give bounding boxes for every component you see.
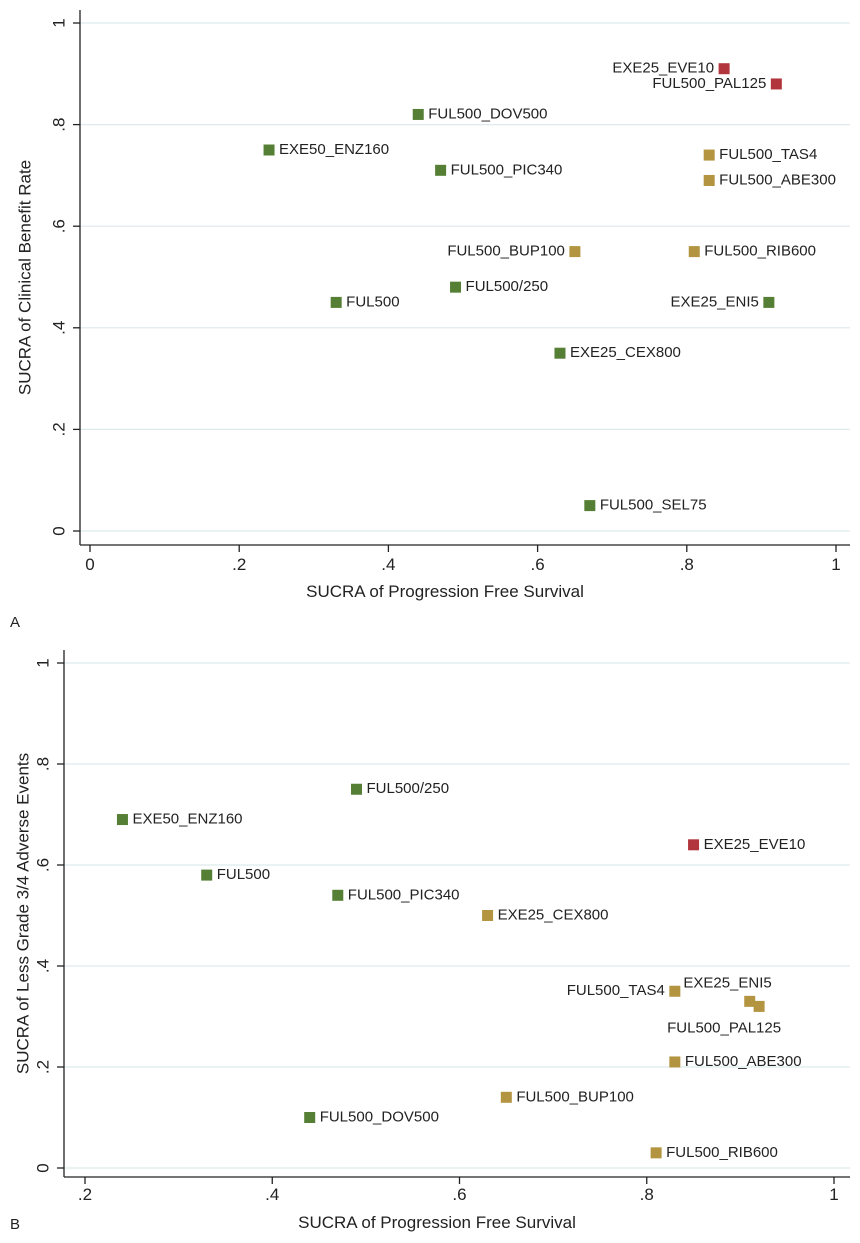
panel-a-point-label: FUL500_ABE300 <box>719 171 836 188</box>
panel-a-label: A <box>10 614 21 631</box>
panel-a-point-label: FUL500/250 <box>466 278 549 295</box>
panel-a-point-label: FUL500_BUP100 <box>447 243 565 260</box>
panel-b-point-marker <box>116 814 128 826</box>
panel-b-point-label: FUL500_BUP100 <box>516 1088 634 1105</box>
panel-b-point-label: FUL500_ABE300 <box>685 1053 802 1070</box>
panel-a-point-label: EXE50_ENZ160 <box>279 141 389 158</box>
panel-a-point-marker <box>569 246 581 258</box>
panel-b-y-tick-label: .4 <box>33 959 52 973</box>
panel-a-y-tick-label: .2 <box>49 422 68 436</box>
panel-b-point-marker <box>753 1000 765 1012</box>
panel-b-point-marker <box>482 910 494 921</box>
panel-b-label: B <box>10 1216 21 1233</box>
panel-a-point-label: FUL500_PIC340 <box>451 161 563 178</box>
panel-a-point-marker <box>703 174 715 186</box>
panel-b-y-tick-label: .2 <box>33 1060 52 1074</box>
panel-a-x-tick-label: 0 <box>85 555 94 574</box>
panel-a-point-marker <box>688 246 700 258</box>
panel-b-point-label: FUL500_PAL125 <box>667 1019 781 1036</box>
panel-b-point-label: EXE50_ENZ160 <box>132 811 242 828</box>
panel-b-point-marker <box>332 889 344 901</box>
panel-a-point-label: FUL500_RIB600 <box>704 243 816 260</box>
panel-b-x-axis-title: SUCRA of Progression Free Survival <box>298 1213 576 1232</box>
panel-a-point-marker <box>770 78 782 90</box>
panel-a-point-label: FUL500_DOV500 <box>428 105 547 122</box>
panel-a-x-tick-label: .2 <box>232 555 246 574</box>
panel-a-chart: 0 .2 .4 .6 .8 1 0 .2 .4 .6 .8 1 SUCRA of Progression… <box>15 10 850 601</box>
panel-b-point-marker <box>744 995 756 1007</box>
panel-b-y-axis-title: SUCRA of Less Grade 3/4 Adverse Events <box>13 753 32 1074</box>
panel-a-x-tick-label: .8 <box>680 555 694 574</box>
panel-b-point-marker <box>304 1112 316 1123</box>
panel-b-point-label: FUL500_PIC340 <box>348 886 460 903</box>
panel-a-y-tick-label: .8 <box>49 118 68 132</box>
panel-a-point-label: EXE25_EVE10 <box>612 60 714 77</box>
panel-b-point-label: FUL500_RIB600 <box>666 1144 778 1161</box>
panel-a-point-label: EXE25_ENI5 <box>670 293 758 310</box>
panel-b-x-tick-label: .6 <box>452 1185 466 1204</box>
panel-b-point-label: EXE25_ENI5 <box>683 974 771 991</box>
panel-a-point-marker <box>450 281 462 293</box>
panel-a-point-label: FUL500_SEL75 <box>600 497 707 514</box>
panel-b-point-marker <box>650 1147 662 1159</box>
panel-b-point-label: EXE25_CEX800 <box>498 906 609 923</box>
panel-a-point-marker <box>718 63 730 75</box>
panel-a-y-tick-label: .4 <box>49 321 68 335</box>
panel-a-x-tick-label: 1 <box>831 555 840 574</box>
panel-b-y-tick-label: .8 <box>33 757 52 771</box>
panel-a-y-tick-label: .6 <box>49 219 68 233</box>
panel-a-point-marker <box>263 144 275 156</box>
panel-b-point-label: FUL500 <box>217 866 270 883</box>
panel-b-point-label: FUL500/250 <box>367 780 450 797</box>
panel-a-point-marker <box>435 164 447 176</box>
panel-b-x-tick-label: .4 <box>265 1185 279 1204</box>
panel-b-point-label: EXE25_EVE10 <box>704 836 806 853</box>
panel-b-point-marker <box>669 1056 681 1068</box>
panel-b-point-marker <box>201 869 213 881</box>
panel-a-y-axis-title: SUCRA of Clinical Benefit Rate <box>15 160 34 395</box>
panel-a-x-tick-label: .6 <box>531 555 545 574</box>
panel-a-y-tick-label: 1 <box>49 18 68 27</box>
panel-a-point-label: FUL500_PAL125 <box>652 75 766 92</box>
panel-a-point-marker <box>584 500 596 512</box>
panel-b-y-tick-label: .6 <box>33 858 52 872</box>
panel-a-point-label: FUL500 <box>346 293 399 310</box>
panel-a-x-tick-label: .4 <box>381 555 395 574</box>
panel-b-point-marker <box>351 783 363 795</box>
panel-b-chart: 0 .2 .4 .6 .8 1 .2 .4 .6 .8 1 SUCRA of Progression … <box>13 650 850 1232</box>
panel-a-x-axis-title: SUCRA of Progression Free Survival <box>306 582 584 601</box>
panel-a-point-marker <box>554 347 566 359</box>
panel-a-point-marker <box>412 108 424 120</box>
panel-b-y-tick-label: 1 <box>33 658 52 667</box>
panel-b-point-marker <box>500 1091 512 1103</box>
panel-a-point-marker <box>763 296 775 308</box>
panel-b-x-tick-label: 1 <box>829 1185 838 1204</box>
panel-b-x-tick-label: .2 <box>78 1185 92 1204</box>
panel-a-point-label: FUL500_TAS4 <box>719 146 817 163</box>
panel-a-point-marker <box>330 296 342 308</box>
panel-a-y-tick-label: 0 <box>49 526 68 535</box>
panel-b-point-marker <box>669 985 681 997</box>
panel-a-point-marker <box>703 149 715 161</box>
panel-b-point-label: FUL500_DOV500 <box>320 1108 439 1125</box>
panel-b-x-tick-label: .8 <box>640 1185 654 1204</box>
panel-b-y-tick-label: 0 <box>33 1163 52 1172</box>
panel-a-point-label: EXE25_CEX800 <box>570 344 681 361</box>
panel-b-point-label: FUL500_TAS4 <box>567 982 665 999</box>
panel-b-point-marker <box>688 839 700 851</box>
